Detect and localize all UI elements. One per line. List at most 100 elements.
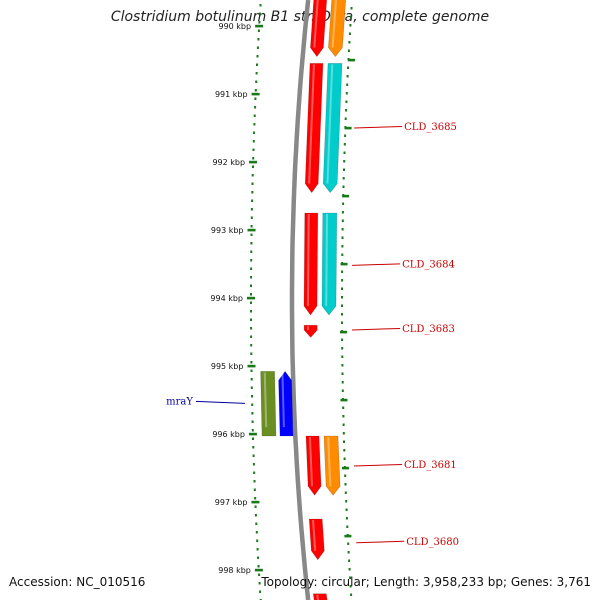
minor-tick-inner [259, 590, 262, 593]
minor-tick-outer [349, 576, 352, 579]
gene-feature-arrow[interactable] [303, 212, 319, 316]
minor-tick-inner [255, 522, 258, 525]
minor-tick-outer [343, 168, 345, 171]
minor-tick-outer [343, 151, 346, 154]
feature-shading [325, 213, 329, 307]
gene-feature-arrow[interactable] [308, 518, 325, 561]
minor-tick-inner [250, 327, 253, 330]
major-tick [251, 92, 260, 96]
gene-label[interactable]: CLD_3684 [402, 259, 455, 270]
feature-shading [263, 372, 268, 428]
minor-tick-outer [344, 117, 347, 120]
minor-tick-inner [250, 284, 252, 287]
minor-tick-inner [251, 191, 254, 194]
minor-tick-outer [341, 253, 344, 256]
scale-tick-label: 996 kbp [212, 430, 245, 439]
minor-tick-outer [341, 287, 343, 290]
major-tick [247, 228, 256, 232]
gene-label[interactable]: CLD_3683 [402, 324, 455, 335]
gene-feature-arrow[interactable] [303, 324, 318, 338]
major-tick-outer [340, 398, 348, 402]
minor-tick-outer [348, 559, 351, 562]
minor-tick-inner [255, 80, 258, 83]
gene-label[interactable]: CLD_3681 [404, 460, 457, 471]
minor-tick-inner [259, 4, 262, 7]
minor-tick-inner [252, 437, 254, 440]
minor-tick-inner [252, 454, 255, 457]
topology-text: Topology: circular; Length: 3,958,233 bp… [261, 575, 591, 589]
minor-tick-inner [251, 429, 254, 432]
minor-tick-inner [253, 114, 256, 117]
minor-tick-inner [255, 72, 258, 75]
minor-tick-outer [345, 508, 348, 511]
minor-tick-outer [345, 500, 348, 503]
gene-feature-arrow[interactable] [312, 593, 328, 600]
minor-tick-inner [251, 403, 254, 406]
minor-tick-inner [250, 335, 253, 338]
gene-label[interactable]: mraY [166, 396, 193, 407]
gene-feature-arrow[interactable] [310, 0, 328, 58]
minor-tick-outer [349, 15, 352, 18]
gene-feature-arrow[interactable] [323, 435, 341, 496]
gene-label-leader [352, 263, 401, 266]
gene-feature-arrow[interactable] [278, 370, 294, 437]
minor-tick-outer [346, 83, 349, 86]
minor-tick-inner [250, 208, 253, 211]
gene-feature-arrow[interactable] [304, 63, 324, 194]
minor-tick-outer [341, 245, 344, 248]
gene-label[interactable]: CLD_3680 [406, 537, 459, 548]
minor-tick-outer [341, 381, 344, 384]
minor-tick-inner [252, 148, 255, 151]
minor-tick-inner [250, 310, 252, 313]
gene-label[interactable]: CLD_3685 [404, 122, 457, 133]
minor-tick-outer [350, 593, 353, 596]
scale-tick-label: 990 kbp [218, 22, 251, 31]
minor-tick-outer [346, 75, 349, 78]
minor-tick-outer [350, 7, 353, 10]
minor-tick-inner [253, 488, 256, 491]
minor-tick-inner [257, 29, 260, 32]
minor-tick-inner [258, 12, 261, 15]
gene-feature-arrow[interactable] [328, 0, 347, 58]
gene-feature-arrow[interactable] [322, 63, 343, 194]
minor-tick-inner [250, 386, 253, 389]
gene-feature-arrow[interactable] [260, 371, 277, 437]
minor-tick-outer [345, 109, 348, 112]
minor-tick-inner [256, 548, 259, 551]
minor-tick-inner [251, 174, 254, 177]
minor-tick-outer [341, 270, 344, 273]
major-tick [254, 568, 263, 572]
minor-tick-outer [343, 160, 346, 163]
minor-tick-inner [250, 216, 253, 219]
minor-tick-inner [250, 259, 253, 262]
scale-tick-label: 998 kbp [218, 566, 251, 575]
gene-feature-arrow[interactable] [305, 435, 322, 496]
minor-tick-outer [344, 491, 347, 494]
minor-tick-inner [256, 63, 258, 66]
minor-tick-inner [254, 97, 257, 100]
minor-tick-outer [341, 304, 343, 307]
gene-feature-arrow[interactable] [321, 212, 338, 316]
gene-label-leader [354, 126, 403, 129]
backbone-layer [289, 0, 311, 600]
minor-tick-outer [342, 177, 345, 180]
minor-tick-outer [342, 406, 345, 409]
gene-label-leader [352, 327, 401, 331]
minor-tick-outer [343, 143, 346, 146]
minor-tick-outer [343, 449, 346, 452]
minor-tick-outer [347, 49, 350, 52]
minor-tick-inner [253, 480, 256, 483]
major-tick [249, 160, 258, 164]
gene-label-leader [195, 400, 246, 404]
minor-tick-outer [341, 355, 344, 358]
minor-tick-inner [254, 497, 257, 500]
minor-tick-outer [342, 423, 345, 426]
minor-tick-inner [257, 565, 260, 568]
accession-text: Accession: NC_010516 [9, 575, 146, 589]
minor-tick-outer [341, 389, 344, 392]
minor-tick-outer [345, 517, 348, 520]
major-tick-outer [344, 534, 352, 538]
minor-tick-outer [347, 542, 350, 545]
minor-tick-inner [250, 293, 252, 296]
